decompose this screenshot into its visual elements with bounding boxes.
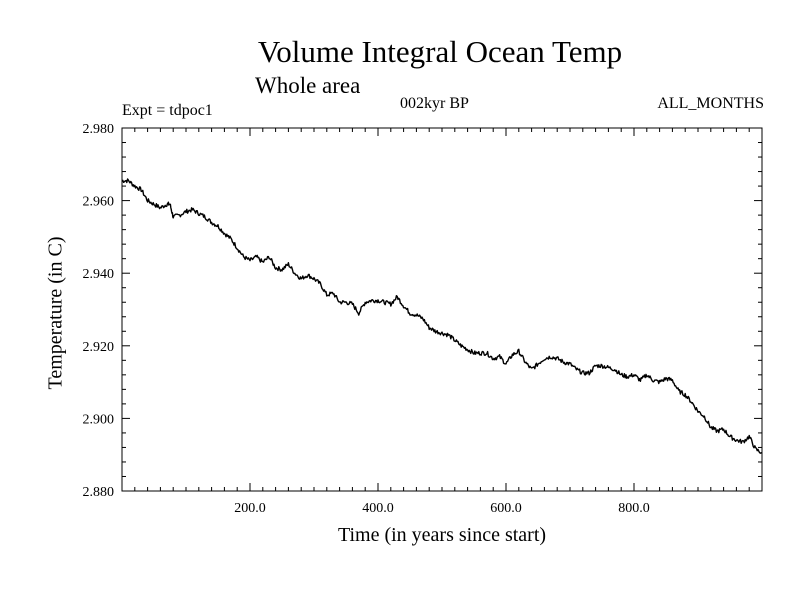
x-axis-label: Time (in years since start) [337,524,547,546]
experiment-label: Expt = tdpoc1 [122,102,213,119]
y-tick-label: 2.920 [83,340,115,355]
y-tick-label: 2.960 [83,195,115,210]
y-tick-label: 2.980 [83,122,115,137]
y-tick-label: 2.880 [83,485,115,500]
y-tick-label: 2.940 [83,267,115,282]
chart-subtitle: Whole area [255,73,361,98]
series-line [121,178,763,454]
months-label: ALL_MONTHS [657,95,764,112]
x-tick-label: 200.0 [234,501,266,516]
x-tick-label: 600.0 [490,501,522,516]
chart-title: Volume Integral Ocean Temp [257,34,623,69]
x-tick-label: 800.0 [618,501,650,516]
period-label: 002kyr BP [400,95,469,112]
x-tick-label: 400.0 [362,501,394,516]
y-tick-label: 2.900 [83,412,115,427]
plot-frame [121,127,763,492]
